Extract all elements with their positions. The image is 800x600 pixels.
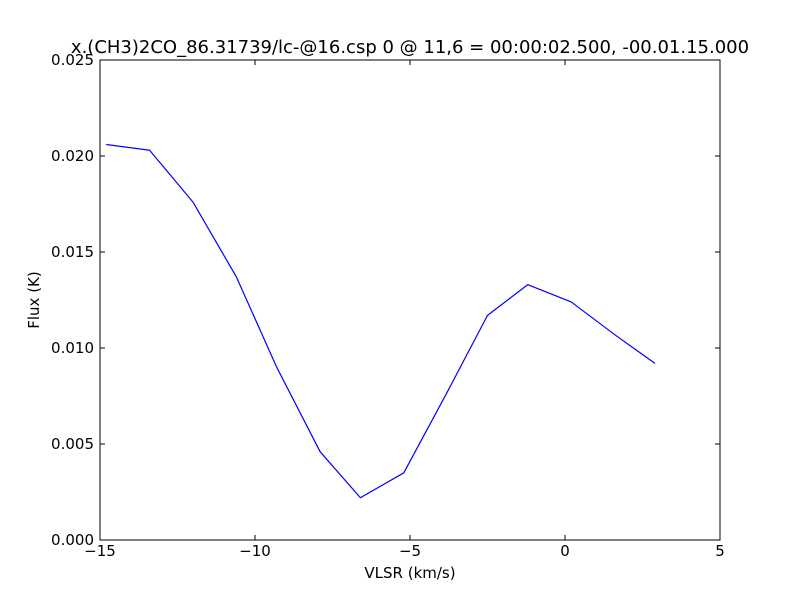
x-tick-label: −10 [239, 542, 271, 560]
chart-title: x.(CH3)2CO_86.31739/lc-@16.csp 0 @ 11,6 … [71, 37, 749, 58]
y-tick-label: 0.015 [51, 243, 94, 261]
y-tick-label: 0.010 [51, 339, 94, 357]
x-tick-label: 5 [715, 542, 725, 560]
plot-area: −15 −10 −5 0 5 0.000 0.005 0.010 0.015 0.020 0.025 [51, 51, 725, 560]
x-tick-label: −15 [84, 542, 116, 560]
y-tick-label: 0.020 [51, 147, 94, 165]
y-tick-label: 0.000 [51, 531, 94, 549]
x-axis-label: VLSR (km/s) [364, 564, 455, 582]
x-tick-label: 0 [560, 542, 570, 560]
series-line-1 [106, 143, 656, 499]
y-axis-label: Flux (K) [25, 271, 43, 329]
x-tick-label: −5 [399, 542, 421, 560]
y-tick-label: 0.025 [51, 51, 94, 69]
y-tick-label: 0.005 [51, 435, 94, 453]
